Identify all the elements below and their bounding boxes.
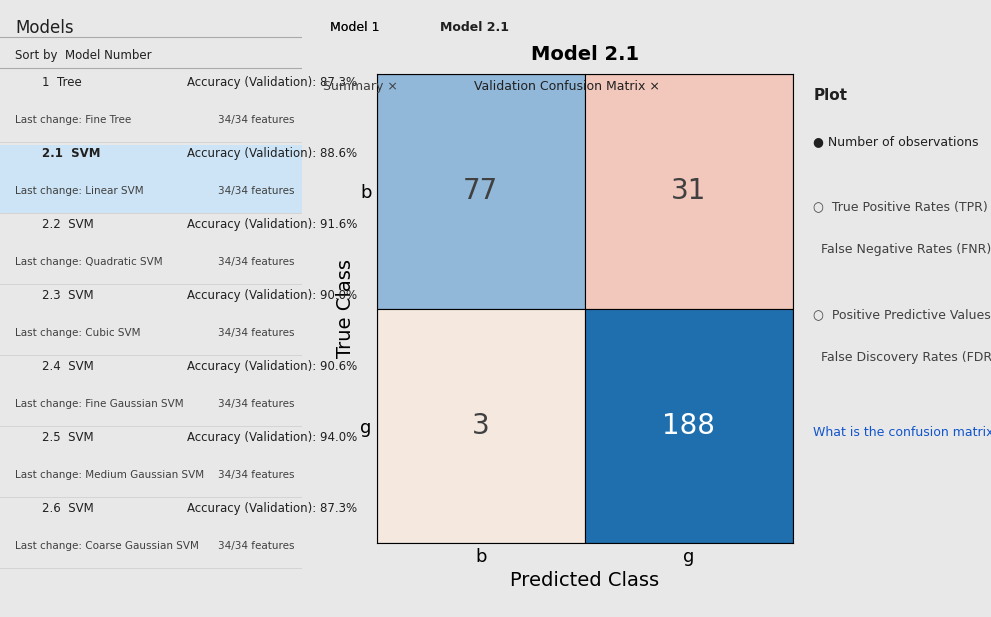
FancyBboxPatch shape bbox=[377, 308, 585, 543]
Text: Plot: Plot bbox=[814, 88, 847, 103]
Text: Sort by  Model Number: Sort by Model Number bbox=[15, 49, 152, 62]
Text: False Negative Rates (FNR): False Negative Rates (FNR) bbox=[821, 243, 991, 256]
Text: ○  Positive Predictive Values (PPV): ○ Positive Predictive Values (PPV) bbox=[814, 308, 991, 321]
Text: What is the confusion matrix?: What is the confusion matrix? bbox=[814, 426, 991, 439]
Text: 31: 31 bbox=[671, 177, 707, 205]
FancyBboxPatch shape bbox=[585, 74, 793, 308]
Text: Models: Models bbox=[15, 19, 73, 36]
Text: Validation Confusion Matrix ×: Validation Confusion Matrix × bbox=[475, 80, 660, 93]
Text: Accuracy (Validation): 90.6%: Accuracy (Validation): 90.6% bbox=[187, 360, 358, 373]
Text: Model 2.1: Model 2.1 bbox=[440, 21, 509, 35]
Text: ● Number of observations: ● Number of observations bbox=[814, 135, 979, 148]
Text: Last change: Medium Gaussian SVM: Last change: Medium Gaussian SVM bbox=[15, 470, 204, 480]
Text: Last change: Fine Gaussian SVM: Last change: Fine Gaussian SVM bbox=[15, 399, 183, 409]
Text: 1  Tree: 1 Tree bbox=[43, 77, 82, 89]
Text: 34/34 features: 34/34 features bbox=[218, 186, 294, 196]
Text: 3: 3 bbox=[472, 412, 490, 440]
Y-axis label: True Class: True Class bbox=[336, 259, 355, 358]
Text: 34/34 features: 34/34 features bbox=[218, 257, 294, 267]
Title: Model 2.1: Model 2.1 bbox=[530, 45, 639, 64]
Text: Accuracy (Validation): 87.3%: Accuracy (Validation): 87.3% bbox=[187, 77, 358, 89]
Text: Accuracy (Validation): 88.6%: Accuracy (Validation): 88.6% bbox=[187, 147, 358, 160]
Text: 188: 188 bbox=[662, 412, 716, 440]
Text: Accuracy (Validation): 87.3%: Accuracy (Validation): 87.3% bbox=[187, 502, 358, 515]
Text: 2.3  SVM: 2.3 SVM bbox=[43, 289, 94, 302]
Text: 77: 77 bbox=[463, 177, 498, 205]
Text: 34/34 features: 34/34 features bbox=[218, 328, 294, 338]
Text: Accuracy (Validation): 90.0%: Accuracy (Validation): 90.0% bbox=[187, 289, 358, 302]
Text: Model 1: Model 1 bbox=[330, 21, 380, 35]
Text: 2.2  SVM: 2.2 SVM bbox=[43, 218, 94, 231]
Text: Accuracy (Validation): 91.6%: Accuracy (Validation): 91.6% bbox=[187, 218, 358, 231]
Text: Last change: Fine Tree: Last change: Fine Tree bbox=[15, 115, 132, 125]
Text: 34/34 features: 34/34 features bbox=[218, 470, 294, 480]
Text: Accuracy (Validation): 94.0%: Accuracy (Validation): 94.0% bbox=[187, 431, 358, 444]
Text: Model 1: Model 1 bbox=[330, 21, 380, 35]
Text: ○  True Positive Rates (TPR): ○ True Positive Rates (TPR) bbox=[814, 201, 988, 213]
Text: 2.1  SVM: 2.1 SVM bbox=[43, 147, 101, 160]
Text: Summary ×: Summary × bbox=[323, 80, 397, 93]
Text: 34/34 features: 34/34 features bbox=[218, 541, 294, 551]
Text: Last change: Cubic SVM: Last change: Cubic SVM bbox=[15, 328, 141, 338]
Text: Last change: Quadratic SVM: Last change: Quadratic SVM bbox=[15, 257, 163, 267]
Text: 2.6  SVM: 2.6 SVM bbox=[43, 502, 94, 515]
Text: 2.5  SVM: 2.5 SVM bbox=[43, 431, 94, 444]
FancyBboxPatch shape bbox=[0, 145, 302, 213]
Text: 34/34 features: 34/34 features bbox=[218, 399, 294, 409]
Text: Last change: Coarse Gaussian SVM: Last change: Coarse Gaussian SVM bbox=[15, 541, 199, 551]
FancyBboxPatch shape bbox=[585, 308, 793, 543]
Text: 2.4  SVM: 2.4 SVM bbox=[43, 360, 94, 373]
Text: False Discovery Rates (FDR): False Discovery Rates (FDR) bbox=[821, 350, 991, 363]
Text: Last change: Linear SVM: Last change: Linear SVM bbox=[15, 186, 144, 196]
FancyBboxPatch shape bbox=[377, 74, 585, 308]
X-axis label: Predicted Class: Predicted Class bbox=[510, 571, 659, 590]
Text: 34/34 features: 34/34 features bbox=[218, 115, 294, 125]
